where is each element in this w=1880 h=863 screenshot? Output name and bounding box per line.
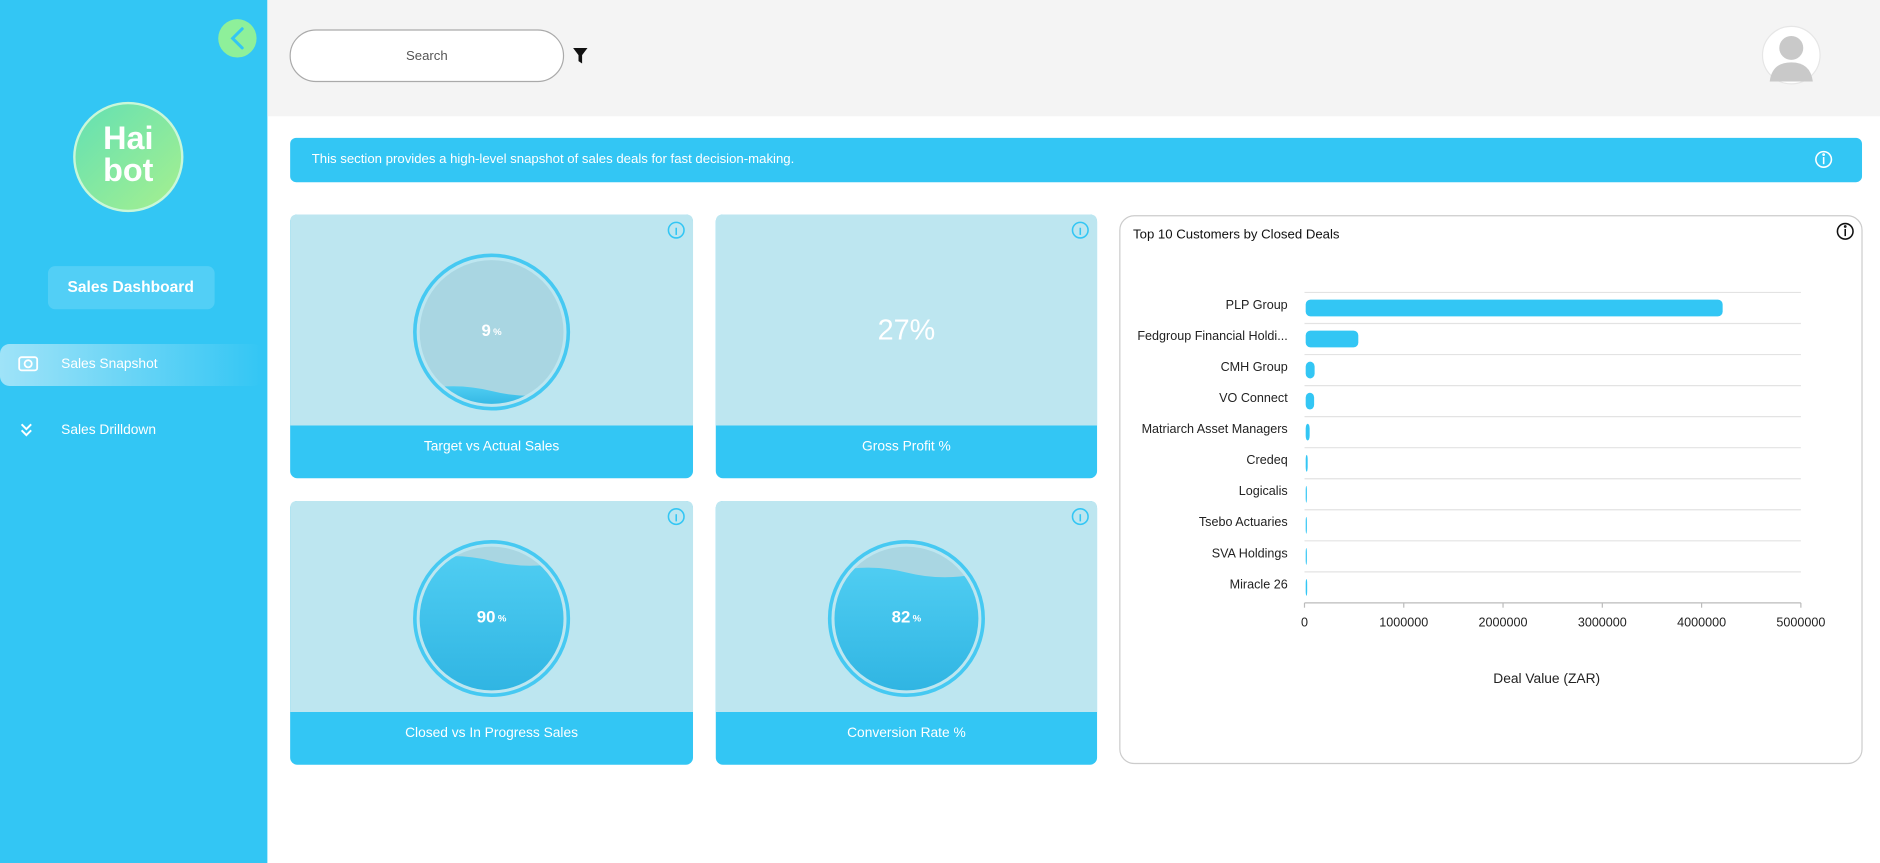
bar: [1305, 485, 1307, 503]
y-tick-label: Fedgroup Financial Holdi...: [1137, 329, 1287, 343]
bar: [1305, 516, 1307, 534]
banner-text: This section provides a high-level snaps…: [312, 151, 795, 166]
info-circle: [1071, 508, 1089, 526]
bar: [1305, 330, 1359, 348]
gauge-number: 9: [481, 321, 490, 340]
gauge-number: 90: [477, 608, 496, 627]
logo-text: Hai: [103, 120, 153, 156]
x-tick-label: 2000000: [1479, 616, 1528, 630]
kpi-card-top: [715, 214, 1098, 426]
nav-label[interactable]: Sales Drilldown: [61, 422, 156, 437]
x-tick-label: 5000000: [1776, 616, 1825, 630]
y-tick-label: SVA Holdings: [1212, 546, 1288, 560]
info-icon[interactable]: [1071, 508, 1089, 526]
back-button[interactable]: [218, 19, 257, 58]
gauge-liquid: [419, 556, 564, 691]
info-icon[interactable]: [1836, 222, 1854, 240]
nav-label[interactable]: Sales Snapshot: [61, 356, 158, 371]
y-tick-label: Logicalis: [1239, 484, 1288, 498]
camera-icon: [18, 356, 39, 372]
gauge-ring: [413, 253, 571, 411]
logo: [73, 101, 184, 213]
bar: [1305, 454, 1308, 472]
info-banner: [290, 137, 1863, 183]
gauge-unit: %: [498, 613, 507, 624]
gauge-value: 90%: [477, 608, 507, 627]
y-tick-label: Miracle 26: [1230, 577, 1288, 591]
gauge-unit: %: [913, 613, 922, 624]
info-icon[interactable]: [1071, 221, 1089, 239]
y-tick-label: PLP Group: [1226, 298, 1288, 312]
info-circle: [667, 221, 685, 239]
info-circle: [667, 508, 685, 526]
kpi-title: Target vs Actual Sales: [424, 439, 560, 454]
search-placeholder[interactable]: Search: [406, 48, 448, 63]
filter-icon[interactable]: [573, 47, 588, 64]
gauge-value: 9%: [481, 321, 502, 340]
info-circle: [1071, 221, 1089, 239]
gauge-ring: [413, 539, 571, 697]
gauge-value: 82%: [892, 608, 922, 627]
kpi-title: Conversion Rate %: [847, 725, 966, 740]
dashboard-pill: [47, 266, 215, 310]
x-tick-label: 0: [1301, 616, 1308, 630]
info-icon[interactable]: [667, 221, 685, 239]
bar: [1305, 547, 1307, 565]
chevrons-icon: [20, 423, 32, 437]
y-tick-label: Tsebo Actuaries: [1199, 515, 1288, 529]
info-icon[interactable]: [1815, 150, 1833, 168]
gauge-ring: [827, 539, 985, 697]
avatar[interactable]: [1761, 25, 1821, 85]
kpi-value: 27%: [878, 315, 936, 347]
info-icon[interactable]: [667, 508, 685, 526]
y-tick-label: VO Connect: [1219, 391, 1288, 405]
bar: [1305, 361, 1315, 379]
y-tick-label: Matriarch Asset Managers: [1142, 422, 1288, 436]
gauge-liquid: [834, 567, 979, 691]
x-tick-label: 1000000: [1379, 616, 1428, 630]
x-axis-label: Deal Value (ZAR): [1493, 671, 1600, 686]
chart-card: [1119, 215, 1863, 765]
kpi-title: Gross Profit %: [862, 439, 951, 454]
bar: [1305, 392, 1315, 410]
y-tick-label: Credeq: [1246, 453, 1287, 467]
x-tick-label: 3000000: [1578, 616, 1627, 630]
bar: [1305, 299, 1723, 317]
bar: [1305, 423, 1310, 441]
logo-text: bot: [103, 152, 154, 188]
gauge-bg: [419, 260, 564, 404]
chart-title: Top 10 Customers by Closed Deals: [1133, 226, 1340, 241]
sidebar-title: Sales Dashboard: [67, 279, 193, 296]
gauge-number: 82: [892, 608, 911, 627]
y-tick-label: CMH Group: [1221, 360, 1288, 374]
gauge-unit: %: [493, 327, 502, 338]
nav-item-active[interactable]: [0, 344, 263, 386]
kpi-title: Closed vs In Progress Sales: [405, 725, 578, 740]
bar: [1305, 578, 1308, 596]
x-tick-label: 4000000: [1677, 616, 1726, 630]
search-box[interactable]: [289, 29, 565, 83]
